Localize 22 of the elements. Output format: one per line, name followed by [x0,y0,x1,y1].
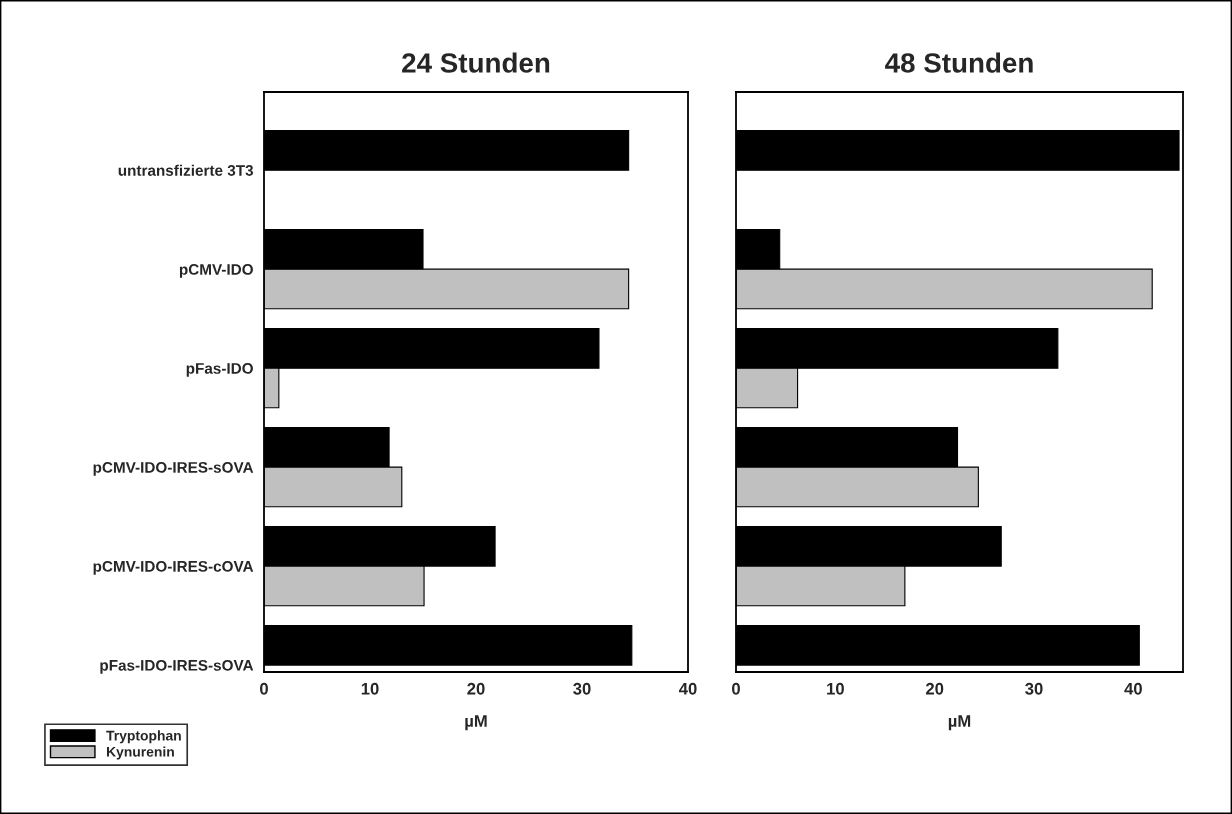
y-tick-label: pFas-IDO-IRES-sOVA [100,659,254,674]
y-tick-label: pCMV-IDO-IRES-sOVA [93,461,254,476]
x-tick-label: 30 [573,682,591,695]
x-tick-label: 20 [467,682,485,695]
y-tick-label: pCMV-IDO [179,264,253,278]
x-tick-label: 10 [827,682,844,695]
chart-title: 24 Stunden [402,52,550,73]
chart-title: 48 Stunden [885,52,1033,73]
legend-label: Kynurenin [106,746,174,760]
y-tick-label: pCMV-IDO-IRES-cOVA [93,560,254,575]
x-tick-label: 0 [732,682,740,695]
x-tick-label: 30 [1025,682,1043,695]
x-tick-label: 40 [678,682,697,695]
x-tick-label: 10 [361,682,379,695]
x-tick-label: 0 [260,682,268,695]
legend-label: Tryptophan [106,730,181,744]
y-tick-label: pFas-IDO [186,363,253,377]
x-axis-title: µM [948,715,971,731]
x-tick-label: 40 [1124,682,1142,695]
x-tick-label: 20 [925,682,944,695]
y-tick-label: untransfizierte 3T3 [118,164,254,176]
x-axis-title: µM [465,715,487,731]
